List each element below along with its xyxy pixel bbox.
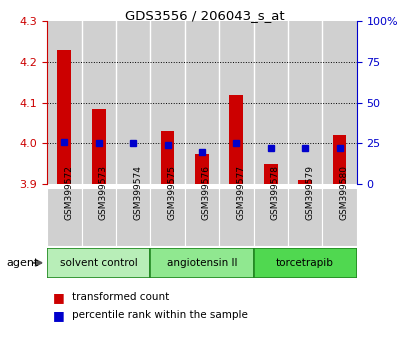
Bar — [47, 188, 81, 246]
Bar — [253, 188, 287, 246]
Text: GSM399575: GSM399575 — [167, 165, 176, 220]
Bar — [184, 188, 218, 246]
Text: GSM399574: GSM399574 — [133, 165, 142, 220]
Text: solvent control: solvent control — [60, 258, 137, 268]
Text: torcetrapib: torcetrapib — [276, 258, 333, 268]
Text: GSM399578: GSM399578 — [270, 165, 279, 220]
Bar — [253, 248, 356, 278]
Bar — [287, 21, 321, 184]
Bar — [321, 21, 356, 184]
Text: GSM399576: GSM399576 — [201, 165, 210, 220]
Text: GSM399572: GSM399572 — [64, 165, 73, 220]
Bar — [253, 21, 287, 184]
Bar — [287, 188, 321, 246]
Bar — [297, 180, 311, 184]
Bar — [332, 135, 346, 184]
Text: angiotensin II: angiotensin II — [166, 258, 236, 268]
Bar — [321, 188, 356, 246]
Text: ■: ■ — [53, 309, 65, 321]
Bar — [195, 154, 208, 184]
Bar — [57, 50, 71, 184]
Text: GSM399579: GSM399579 — [304, 165, 313, 220]
Text: GSM399573: GSM399573 — [99, 165, 108, 220]
Bar — [92, 109, 106, 184]
Bar — [116, 188, 150, 246]
Bar — [184, 21, 218, 184]
Text: GDS3556 / 206043_s_at: GDS3556 / 206043_s_at — [125, 9, 284, 22]
Bar — [47, 248, 150, 278]
Bar — [47, 21, 81, 184]
Bar — [218, 188, 253, 246]
Text: GSM399580: GSM399580 — [339, 165, 348, 220]
Bar — [229, 95, 243, 184]
Text: ■: ■ — [53, 291, 65, 304]
Bar — [160, 131, 174, 184]
Text: GSM399577: GSM399577 — [236, 165, 245, 220]
Text: percentile rank within the sample: percentile rank within the sample — [72, 310, 247, 320]
Text: transformed count: transformed count — [72, 292, 169, 302]
Bar — [150, 248, 253, 278]
Bar — [218, 21, 253, 184]
Bar — [150, 188, 184, 246]
Bar — [150, 21, 184, 184]
Bar — [81, 188, 116, 246]
Bar — [116, 21, 150, 184]
Bar — [81, 21, 116, 184]
Text: agent: agent — [6, 258, 38, 268]
Bar — [263, 164, 277, 184]
